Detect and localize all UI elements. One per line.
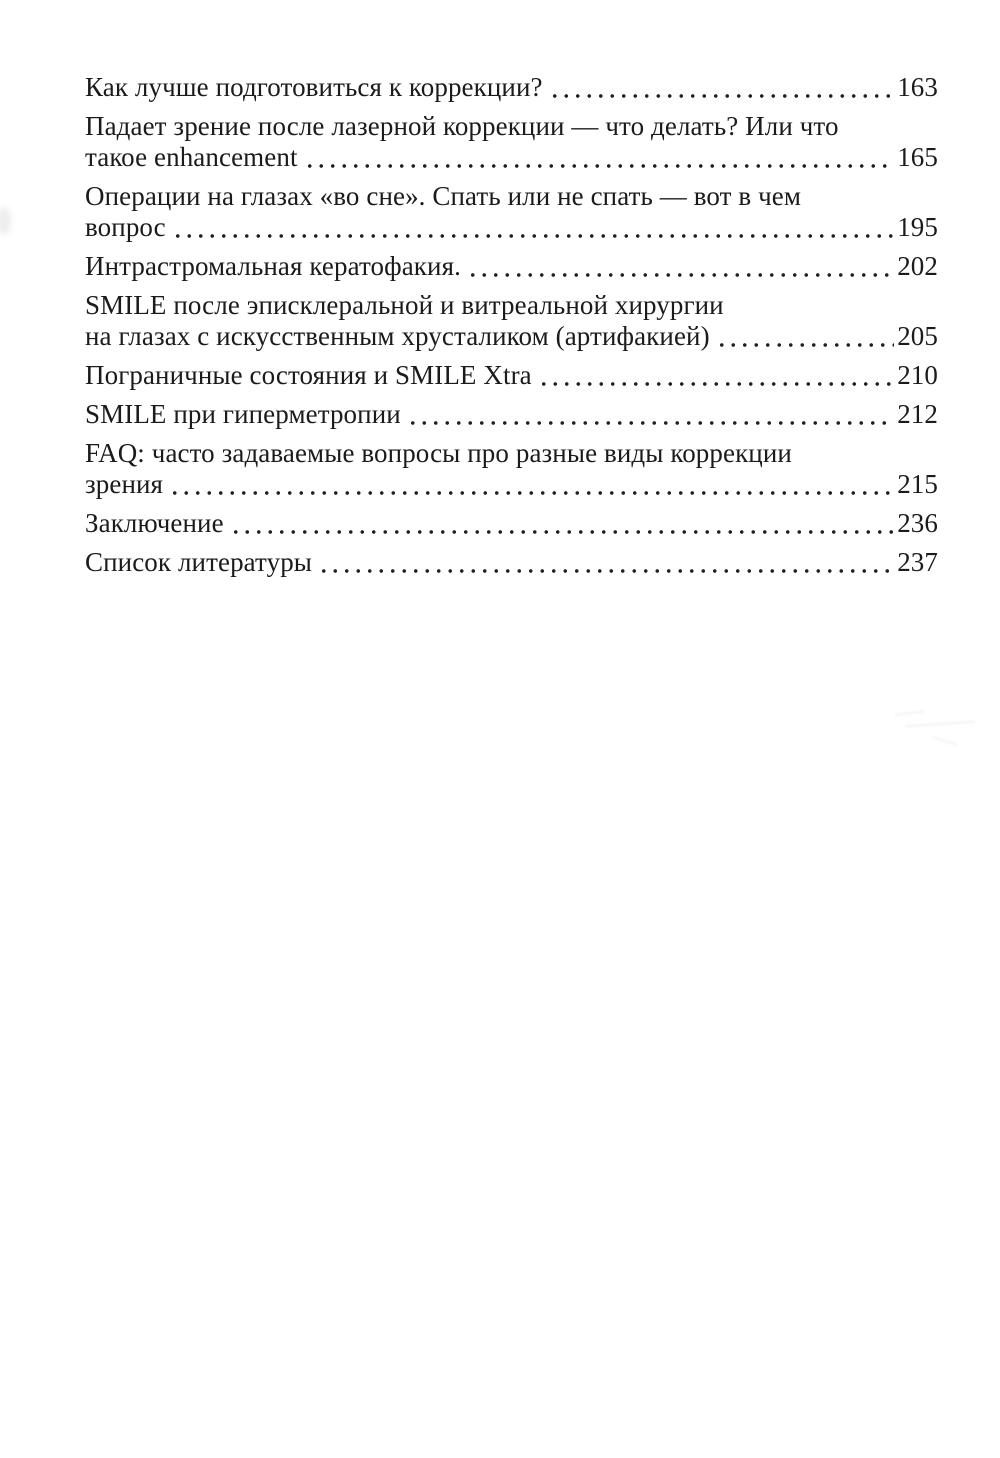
dot-leader: [406, 421, 895, 425]
toc-entry-page-number: 163: [897, 72, 938, 102]
scan-artifact: [0, 207, 11, 235]
dot-leader: [715, 343, 895, 347]
table-of-contents: Как лучше подготовиться к коррекции? 163 П…: [85, 72, 938, 586]
toc-entry-title: SMILE при гиперметропии: [85, 399, 401, 429]
toc-entry-page-number: 215: [897, 469, 938, 499]
toc-entry-last-line: Заключение 236: [85, 508, 938, 539]
dot-leader: [318, 569, 895, 573]
toc-entry-line: FAQ: часто задаваемые вопросы про разные…: [85, 438, 792, 468]
toc-entry-page-number: 205: [897, 321, 938, 351]
toc-entry: SMILE при гиперметропии 212: [85, 399, 938, 430]
toc-entry-last-line: Как лучше подготовиться к коррекции? 163: [85, 72, 938, 103]
toc-entry-last-line: Пограничные состояния и SMILE Xtra 210: [85, 360, 938, 391]
toc-entry: FAQ: часто задаваемые вопросы про разные…: [85, 438, 938, 500]
toc-entry-line: Падает зрение после лазерной коррекции —…: [85, 111, 839, 141]
toc-entry-last-line: Список литературы 237: [85, 547, 938, 578]
toc-entry-last-line: на глазах с искусственным хрусталиком (а…: [85, 321, 938, 352]
scan-artifact: [932, 736, 958, 746]
dot-leader: [303, 164, 895, 168]
dot-leader: [537, 382, 895, 386]
toc-entry: SMILE после эписклеральной и витреальной…: [85, 290, 938, 352]
toc-entry-line: Операции на глазах «во сне». Спать или н…: [85, 181, 802, 211]
toc-entry-page-number: 202: [897, 251, 938, 281]
toc-entry-page-number: 212: [897, 399, 938, 429]
toc-entry: Интрастромальная кератофакия. 202: [85, 251, 938, 282]
toc-entry-page-number: 195: [897, 212, 938, 242]
toc-entry-title: на глазах с искусственным хрусталиком (а…: [85, 321, 710, 351]
scan-artifact: [905, 720, 975, 728]
toc-entry: Падает зрение после лазерной коррекции —…: [85, 111, 938, 173]
dot-leader: [229, 530, 895, 534]
dot-leader: [171, 234, 895, 238]
toc-entry-page-number: 210: [897, 360, 938, 390]
toc-entry: Пограничные состояния и SMILE Xtra 210: [85, 360, 938, 391]
dot-leader: [548, 94, 895, 98]
toc-entry-page-number: 236: [897, 508, 938, 538]
scan-artifact: [895, 709, 925, 717]
dot-leader: [466, 273, 895, 277]
toc-entry-title: Интрастромальная кератофакия.: [85, 251, 461, 281]
toc-entry-title: Как лучше подготовиться к коррекции?: [85, 72, 543, 102]
toc-entry-page-number: 165: [897, 142, 938, 172]
toc-entry-last-line: SMILE при гиперметропии 212: [85, 399, 938, 430]
toc-entry-title: зрения: [85, 469, 164, 499]
dot-leader: [169, 491, 895, 495]
toc-entry: Заключение 236: [85, 508, 938, 539]
toc-entry: Как лучше подготовиться к коррекции? 163: [85, 72, 938, 103]
toc-entry-last-line: вопрос 195: [85, 212, 938, 243]
toc-entry: Список литературы 237: [85, 547, 938, 578]
toc-entry-title: такое enhancement: [85, 142, 298, 172]
toc-entry-line: SMILE после эписклеральной и витреальной…: [85, 290, 724, 320]
toc-entry-last-line: такое enhancement 165: [85, 142, 938, 173]
toc-entry-title: Пограничные состояния и SMILE Xtra: [85, 360, 532, 390]
toc-entry-title: Заключение: [85, 508, 224, 538]
toc-entry: Операции на глазах «во сне». Спать или н…: [85, 181, 938, 243]
toc-entry-title: вопрос: [85, 212, 166, 242]
toc-entry-last-line: Интрастромальная кератофакия. 202: [85, 251, 938, 282]
toc-entry-page-number: 237: [897, 547, 938, 577]
toc-entry-last-line: зрения 215: [85, 469, 938, 500]
toc-entry-title: Список литературы: [85, 547, 313, 577]
